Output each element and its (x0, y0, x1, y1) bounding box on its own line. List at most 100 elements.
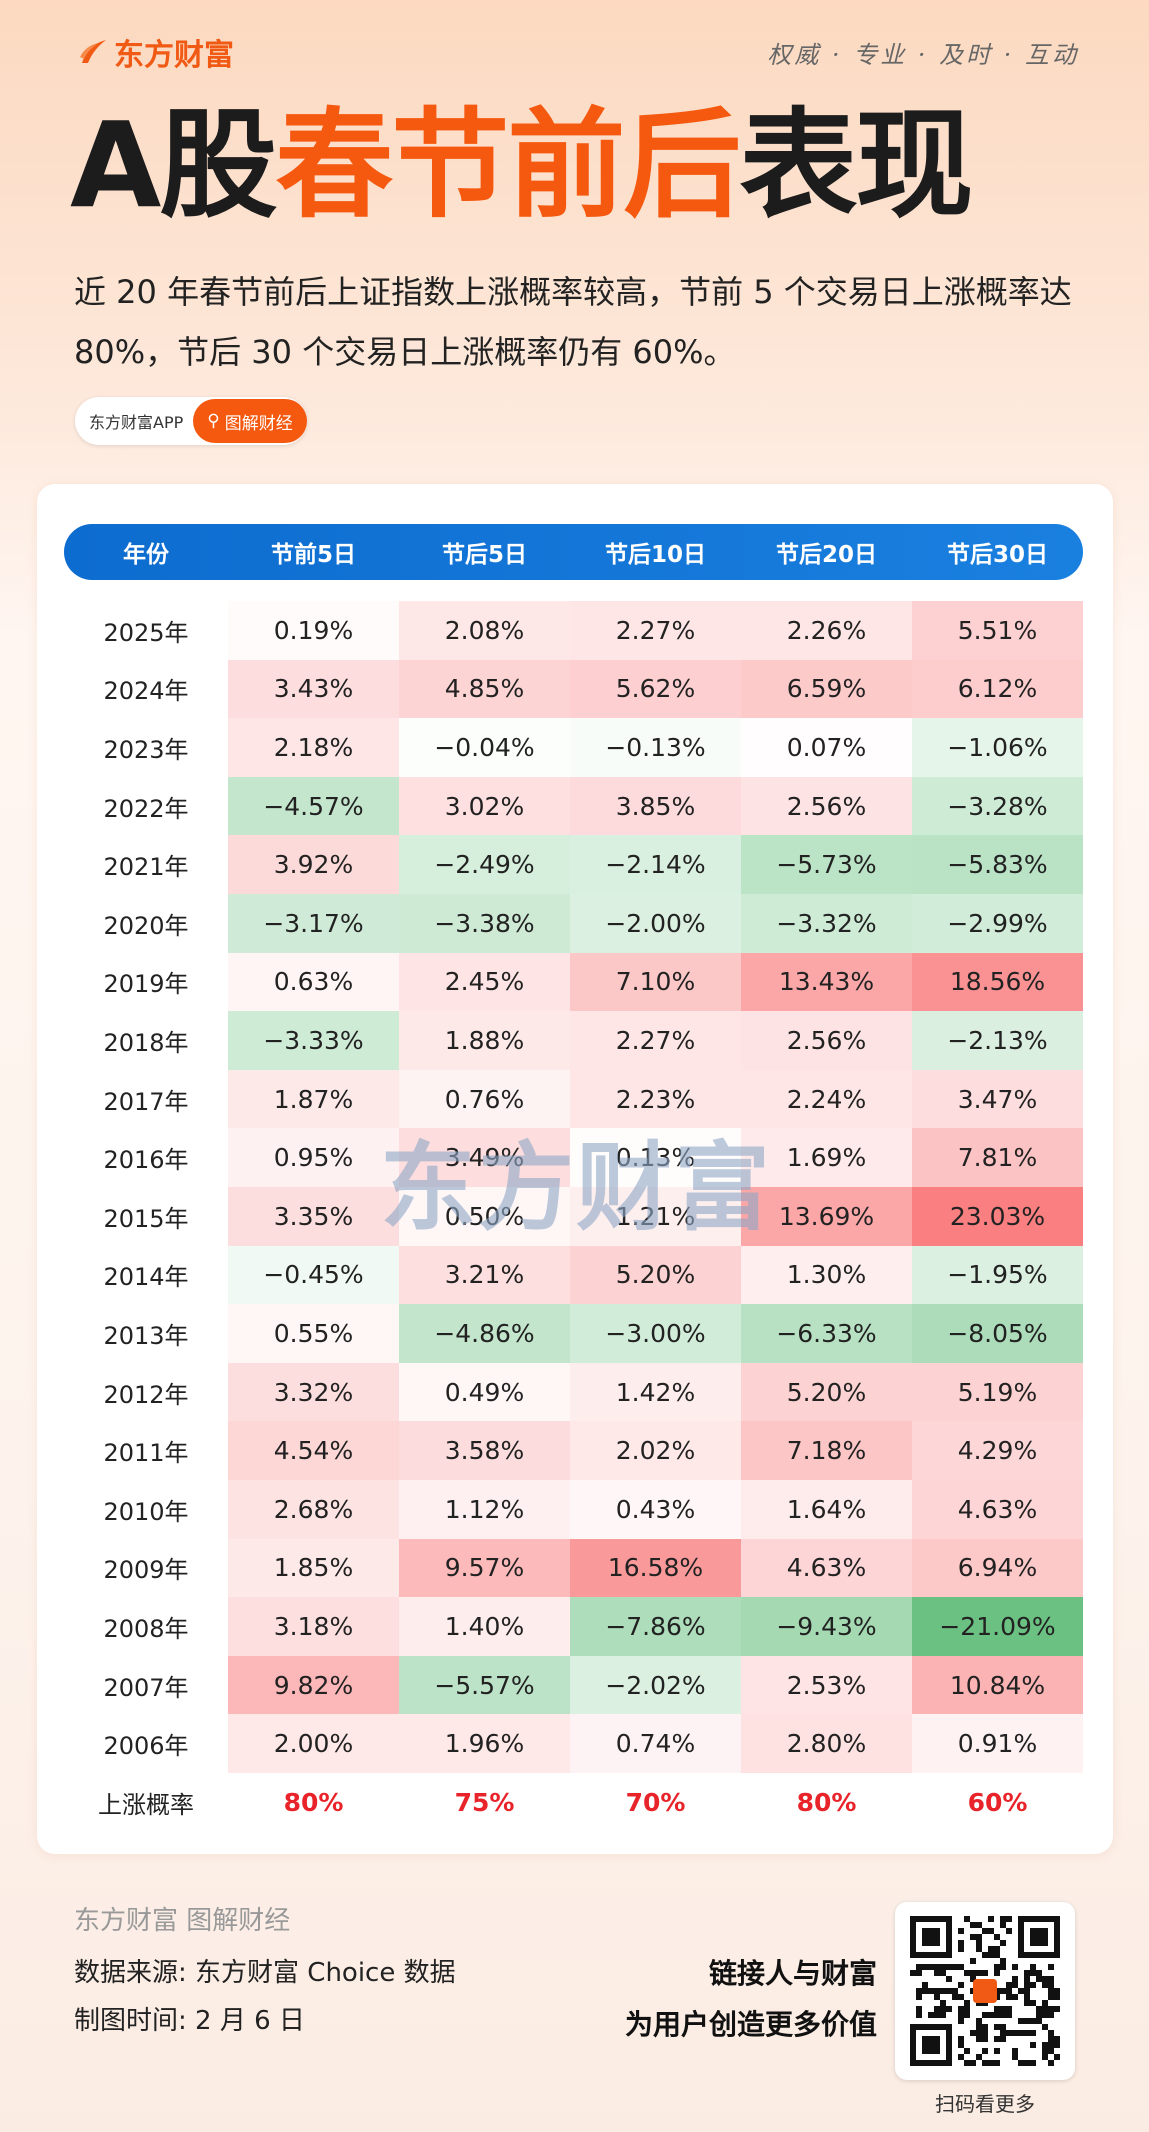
column-header: 节后10日 (604, 542, 706, 568)
table-row: 2019年 0.63% 2.45% 7.10% 13.43% 18.56% (64, 952, 1084, 1012)
value-cell: 9.57% (399, 1538, 570, 1598)
column-header: 节后20日 (775, 542, 877, 568)
search-tag-label: 图解财经 (224, 413, 293, 434)
value-cell: −3.28% (912, 776, 1083, 836)
probability-value: 60% (967, 1787, 1028, 1817)
year-cell: 2022年 (103, 794, 189, 823)
table-row: 2018年 −3.33% 1.88% 2.27% 2.56% −2.13% (64, 1011, 1084, 1070)
value-cell: 1.21% (570, 1187, 741, 1246)
value-cell: −4.86% (399, 1304, 570, 1363)
table-row: 2017年 1.87% 0.76% 2.23% 2.24% 3.47% (64, 1069, 1084, 1129)
value-cell: 9.82% (228, 1655, 399, 1715)
year-cell: 2021年 (103, 853, 189, 882)
value-cell: −5.57% (399, 1655, 570, 1715)
value-cell: 0.74% (570, 1714, 741, 1773)
probability-value: 75% (454, 1787, 515, 1817)
table-row: 2014年 −0.45% 3.21% 5.20% 1.30% −1.95% (64, 1245, 1084, 1305)
year-cell: 2019年 (103, 970, 189, 999)
probability-value: 80% (796, 1787, 857, 1817)
table-row: 2015年 3.35% 0.50% 1.21% 13.69% 23.03% (64, 1187, 1084, 1246)
value-cell: −7.86% (570, 1597, 741, 1656)
value-cell: 2.27% (570, 1011, 741, 1070)
value-cell: −2.13% (912, 1011, 1083, 1070)
value-cell: −9.43% (741, 1597, 912, 1656)
table-row: 2025年 0.19% 2.08% 2.27% 2.26% 5.51% (64, 601, 1084, 660)
value-cell: 1.87% (228, 1069, 399, 1129)
value-cell: 16.58% (570, 1538, 741, 1598)
table-row: 2010年 2.68% 1.12% 0.43% 1.64% 4.63% (64, 1480, 1084, 1539)
value-cell: 2.02% (570, 1421, 741, 1480)
value-cell: 5.62% (570, 659, 741, 719)
search-tag[interactable]: ⚲ 图解财经 (193, 399, 307, 443)
value-cell: 4.54% (228, 1421, 399, 1480)
value-cell: 4.63% (741, 1538, 912, 1598)
value-cell: 23.03% (912, 1187, 1083, 1246)
value-cell: −2.14% (570, 835, 741, 894)
value-cell: 0.95% (228, 1128, 399, 1187)
table-row: 2012年 3.32% 0.49% 1.42% 5.20% 5.19% (64, 1362, 1084, 1422)
value-cell: 2.26% (741, 601, 912, 660)
brand-name: 东方财富 (114, 38, 234, 73)
table-row: 2009年 1.85% 9.57% 16.58% 4.63% 6.94% (64, 1538, 1084, 1598)
value-cell: 5.20% (570, 1245, 741, 1305)
year-cell: 2008年 (103, 1614, 189, 1643)
probability-value: 80% (283, 1787, 344, 1817)
value-cell: 2.23% (570, 1069, 741, 1129)
value-cell: 4.29% (912, 1421, 1083, 1480)
year-cell: 2024年 (103, 677, 189, 706)
value-cell: 3.47% (912, 1069, 1083, 1129)
brand-motto: 权威 · 专业 · 及时 · 互动 (767, 41, 1079, 69)
value-cell: −2.99% (912, 894, 1083, 953)
value-cell: 7.10% (570, 952, 741, 1012)
value-cell: 0.63% (228, 952, 399, 1012)
data-source: 数据来源: 东方财富 Choice 数据 (74, 1958, 456, 1988)
app-pill[interactable]: 东方财富APP ⚲ 图解财经 (75, 397, 307, 445)
value-cell: 1.69% (741, 1128, 912, 1187)
year-cell: 2013年 (103, 1321, 189, 1350)
brand-logo-icon (80, 40, 106, 63)
app-name: 东方财富APP (89, 413, 184, 432)
value-cell: 2.53% (741, 1655, 912, 1715)
value-cell: 3.58% (399, 1421, 570, 1480)
table-row: 2023年 2.18% −0.04% −0.13% 0.07% −1.06% (64, 718, 1084, 777)
qr-label: 扫码看更多 (935, 2092, 1035, 2116)
value-cell: 3.85% (570, 776, 741, 836)
value-cell: −0.45% (228, 1245, 399, 1305)
value-cell: 7.18% (741, 1421, 912, 1480)
probability-row: 上涨概率 80% 75% 70% 80% 60% (64, 1773, 1084, 1832)
table-row: 2021年 3.92% −2.49% −2.14% −5.73% −5.83% (64, 835, 1084, 894)
value-cell: −8.05% (912, 1304, 1083, 1363)
value-cell: 2.45% (399, 952, 570, 1012)
value-cell: 2.18% (228, 718, 399, 777)
value-cell: −3.32% (741, 894, 912, 953)
value-cell: −4.57% (228, 776, 399, 836)
slogan-line-2: 为用户创造更多价值 (624, 2008, 877, 2041)
value-cell: −5.73% (741, 835, 912, 894)
value-cell: −0.13% (570, 718, 741, 777)
year-cell: 2014年 (103, 1263, 189, 1292)
year-cell: 2016年 (103, 1146, 189, 1175)
value-cell: 1.64% (741, 1480, 912, 1539)
value-cell: −2.02% (570, 1655, 741, 1715)
table-row: 2020年 −3.17% −3.38% −2.00% −3.32% −2.99% (64, 894, 1084, 953)
table-header: 年份 节前5日 节后5日 节后10日 节后20日 节后30日 (64, 524, 1083, 580)
column-header: 年份 (123, 542, 169, 568)
value-cell: 2.56% (741, 776, 912, 836)
value-cell: 2.00% (228, 1714, 399, 1773)
value-cell: 3.43% (228, 659, 399, 719)
value-cell: 2.68% (228, 1480, 399, 1539)
value-cell: 2.27% (570, 601, 741, 660)
table-row: 2008年 3.18% 1.40% −7.86% −9.43% −21.09% (64, 1597, 1084, 1656)
subtitle: 近 20 年春节前后上证指数上涨概率较高，节前 5 个交易日上涨概率达 80%，… (74, 273, 1072, 371)
value-cell: −3.00% (570, 1304, 741, 1363)
table-row: 2013年 0.55% −4.86% −3.00% −6.33% −8.05% (64, 1304, 1084, 1363)
table-row: 2006年 2.00% 1.96% 0.74% 2.80% 0.91% (64, 1714, 1084, 1773)
year-cell: 2017年 (103, 1087, 189, 1116)
value-cell: 0.49% (399, 1362, 570, 1422)
qr-code[interactable] (895, 1902, 1075, 2080)
value-cell: 3.92% (228, 835, 399, 894)
value-cell: 5.19% (912, 1362, 1083, 1422)
value-cell: −21.09% (912, 1597, 1083, 1656)
value-cell: 0.07% (741, 718, 912, 777)
value-cell: −0.04% (399, 718, 570, 777)
